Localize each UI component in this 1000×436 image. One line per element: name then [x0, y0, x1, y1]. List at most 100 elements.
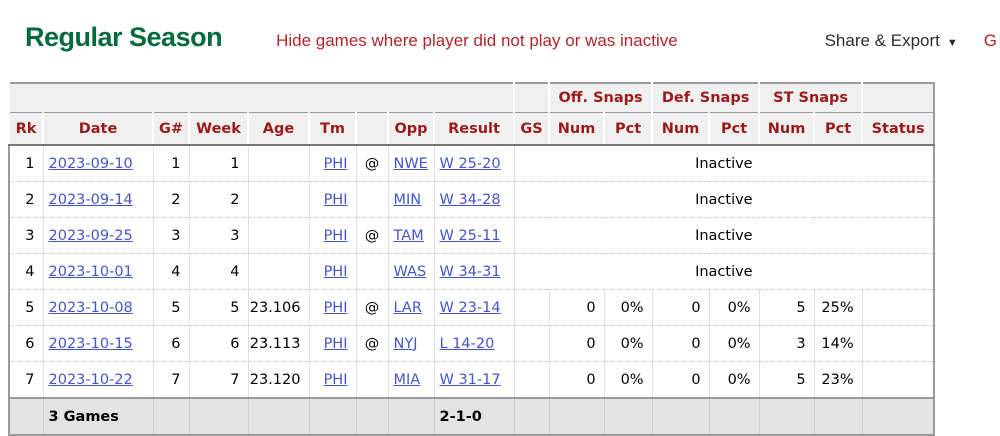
hide-inactive-games-toggle[interactable]: Hide games where player did not play or …	[276, 31, 678, 50]
opp-link[interactable]: MIN	[393, 191, 422, 208]
age-cell: 23.120	[247, 361, 309, 398]
team-link[interactable]: PHI	[323, 155, 348, 172]
off-num-cell: 0	[548, 325, 605, 362]
def-num-cell: 0	[651, 361, 710, 398]
team-link[interactable]: PHI	[323, 371, 348, 388]
summary-games: 3 Games	[42, 397, 153, 435]
col-header-gs[interactable]: GS	[513, 112, 550, 146]
age-cell: 23.106	[247, 289, 309, 326]
away-indicator-cell	[355, 181, 388, 218]
opp-cell: MIN	[387, 181, 434, 218]
date-cell: 2023-10-15	[42, 325, 153, 362]
off-num-cell: 0	[548, 289, 605, 326]
col-header-age[interactable]: Age	[247, 112, 309, 146]
gs-cell	[513, 289, 550, 326]
result-link[interactable]: W 23-14	[439, 299, 501, 316]
away-indicator-cell: @	[355, 145, 388, 182]
result-link[interactable]: W 34-28	[439, 191, 501, 208]
col-header-week[interactable]: Week	[188, 112, 248, 146]
col-header-st-pct[interactable]: Pct	[813, 112, 863, 146]
opp-link[interactable]: NYJ	[393, 335, 418, 352]
table-row: 3 2023-09-25 3 3 PHI @ TAM W 25-11 Inact…	[8, 217, 935, 254]
opp-link[interactable]: TAM	[393, 227, 424, 244]
date-link[interactable]: 2023-10-22	[48, 371, 133, 388]
col-header-off-pct[interactable]: Pct	[603, 112, 653, 146]
date-link[interactable]: 2023-10-01	[48, 263, 133, 280]
def-num-cell: 0	[651, 325, 710, 362]
week-cell: 1	[188, 145, 248, 182]
away-indicator-cell: @	[355, 289, 388, 326]
col-header-st-num[interactable]: Num	[758, 112, 815, 146]
team-link[interactable]: PHI	[323, 299, 348, 316]
col-header-opp[interactable]: Opp	[387, 112, 434, 146]
opp-link[interactable]: WAS	[393, 263, 427, 280]
col-header-def-pct[interactable]: Pct	[708, 112, 760, 146]
opp-link[interactable]: LAR	[393, 299, 422, 316]
result-cell: W 23-14	[433, 289, 515, 326]
table-row: 1 2023-09-10 1 1 PHI @ NWE W 25-20 Inact…	[8, 145, 935, 182]
opp-cell: WAS	[387, 253, 434, 290]
result-link[interactable]: L 14-20	[439, 335, 495, 352]
col-header-date[interactable]: Date	[42, 112, 153, 146]
team-link[interactable]: PHI	[323, 191, 348, 208]
col-header-result[interactable]: Result	[432, 112, 515, 146]
opp-cell: NYJ	[387, 325, 434, 362]
age-cell	[247, 253, 309, 290]
team-cell: PHI	[308, 145, 356, 182]
opp-link[interactable]: NWE	[393, 155, 428, 172]
summary-spacer	[8, 397, 43, 435]
status-cell	[861, 325, 935, 362]
date-link[interactable]: 2023-09-25	[48, 227, 133, 244]
group-header-st-snaps: ST Snaps	[758, 83, 863, 113]
col-header-def-num[interactable]: Num	[651, 112, 710, 146]
date-cell: 2023-10-22	[42, 361, 153, 398]
gnum-cell: 2	[152, 181, 189, 218]
age-cell	[247, 181, 309, 218]
gnum-cell: 3	[152, 217, 189, 254]
age-cell: 23.113	[247, 325, 309, 362]
result-cell: W 34-31	[433, 253, 515, 290]
inactive-note-cell: Inactive	[513, 181, 935, 218]
share-export-menu[interactable]: Share & Export ▼	[825, 31, 958, 51]
result-cell: W 25-20	[433, 145, 515, 182]
result-cell: W 34-28	[433, 181, 515, 218]
glossary-link[interactable]: G	[983, 31, 997, 50]
opp-cell: NWE	[387, 145, 434, 182]
away-indicator-cell: @	[355, 217, 388, 254]
summary-record: 2-1-0	[433, 397, 515, 435]
rk-cell: 5	[8, 289, 43, 326]
result-link[interactable]: W 31-17	[439, 371, 501, 388]
table-row: 5 2023-10-08 5 5 23.106 PHI @ LAR W 23-1…	[8, 289, 935, 326]
section-title: Regular Season	[25, 22, 223, 52]
week-cell: 7	[188, 361, 248, 398]
team-cell: PHI	[308, 289, 356, 326]
result-cell: L 14-20	[433, 325, 515, 362]
opp-link[interactable]: MIA	[393, 371, 421, 388]
result-link[interactable]: W 25-20	[439, 155, 501, 172]
col-header-tm[interactable]: Tm	[308, 112, 356, 146]
result-link[interactable]: W 34-31	[439, 263, 501, 280]
inactive-note-cell: Inactive	[513, 145, 935, 182]
result-link[interactable]: W 25-11	[439, 227, 501, 244]
share-export-label: Share & Export	[824, 31, 940, 50]
group-header-spacer	[861, 83, 935, 113]
team-link[interactable]: PHI	[323, 263, 348, 280]
group-header-spacer	[513, 83, 550, 113]
date-link[interactable]: 2023-09-14	[48, 191, 133, 208]
date-link[interactable]: 2023-10-15	[48, 335, 133, 352]
date-link[interactable]: 2023-10-08	[48, 299, 133, 316]
gs-cell	[513, 361, 550, 398]
col-header-off-num[interactable]: Num	[548, 112, 605, 146]
rk-cell: 2	[8, 181, 43, 218]
col-header-gnum[interactable]: G#	[152, 112, 189, 146]
team-cell: PHI	[308, 217, 356, 254]
rk-cell: 4	[8, 253, 43, 290]
off-pct-cell: 0%	[603, 289, 653, 326]
team-link[interactable]: PHI	[323, 335, 348, 352]
col-header-rk[interactable]: Rk	[8, 112, 43, 146]
team-link[interactable]: PHI	[323, 227, 348, 244]
table-row: 2 2023-09-14 2 2 PHI MIN W 34-28 Inactiv…	[8, 181, 935, 218]
date-link[interactable]: 2023-09-10	[48, 155, 133, 172]
col-header-at[interactable]	[355, 112, 388, 146]
col-header-status[interactable]: Status	[861, 112, 935, 146]
